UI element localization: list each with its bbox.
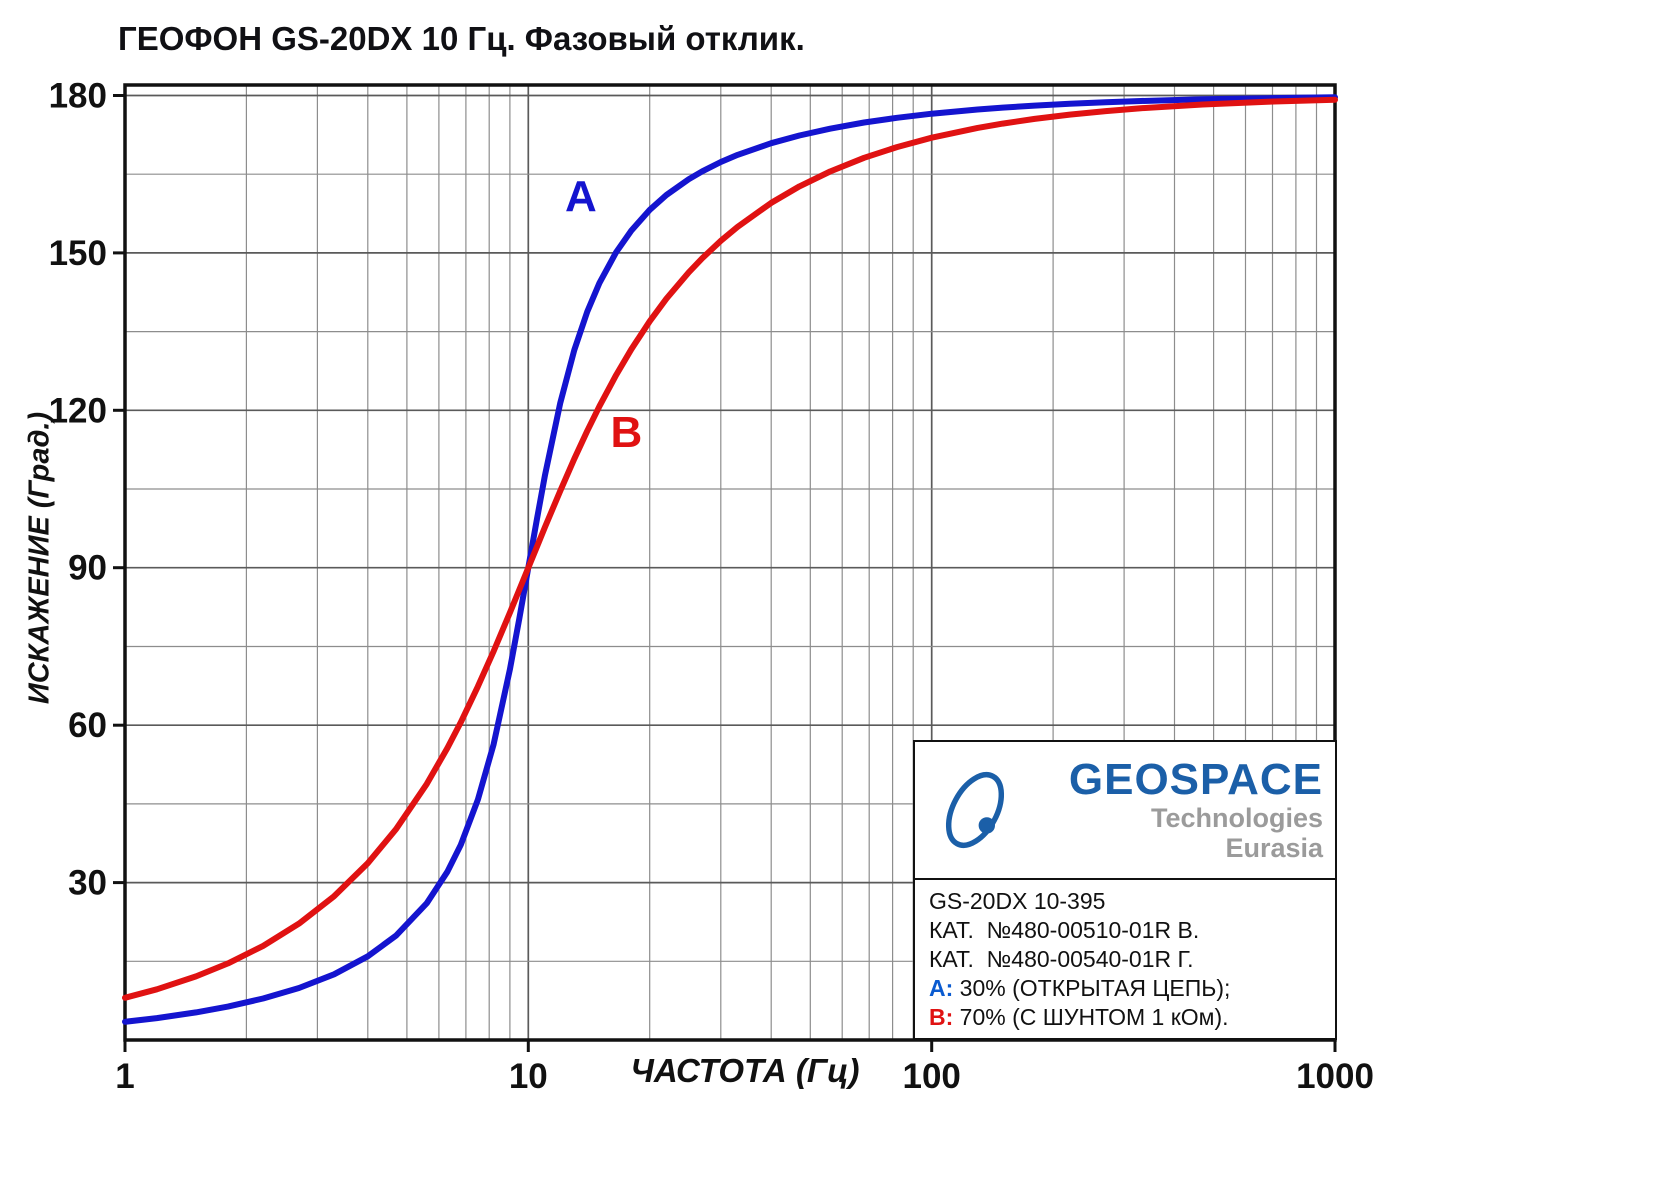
- x-tick-label: 1: [115, 1057, 134, 1096]
- y-tick-label: 30: [68, 864, 107, 903]
- y-tick-label: 60: [68, 706, 107, 745]
- legend-line-series-b: B: 70% (С ШУНТОМ 1 кОм).: [929, 1004, 1229, 1030]
- y-axis-label: ИСКАЖЕНИЕ (Град.): [23, 411, 56, 705]
- y-tick-label: 120: [49, 391, 107, 430]
- y-tick-label: 150: [49, 234, 107, 273]
- legend-box: GEOSPACE Technologies Eurasia GS-20DX 10…: [913, 740, 1337, 1040]
- page-title: ГЕОФОН GS-20DX 10 Гц. Фазовый отклик.: [118, 20, 805, 57]
- y-tick-label: 180: [49, 77, 107, 116]
- geospace-orbit-icon: [925, 755, 1025, 865]
- legend-line-series-a: A: 30% (ОТКРЫТАЯ ЦЕПЬ);: [929, 975, 1231, 1001]
- x-tick-label: 10: [509, 1057, 548, 1096]
- legend-line-model: GS-20DX 10-395: [929, 888, 1106, 914]
- legend-text-block: GS-20DX 10-395 КАТ. №480-00510-01R В. КА…: [915, 880, 1335, 1032]
- logo-eurasia-text: Eurasia: [1225, 833, 1323, 863]
- x-tick-label: 1000: [1296, 1057, 1374, 1096]
- curve-A: [122, 94, 1338, 1025]
- curve-label-A: A: [565, 172, 597, 221]
- x-axis-label: ЧАСТОТА (Гц): [630, 1052, 860, 1089]
- plot-frame: [123, 83, 1337, 1042]
- y-tick-label: 90: [68, 549, 107, 588]
- logo-technologies-text: Technologies: [1150, 803, 1323, 833]
- legend-line-cat-2: КАТ. №480-00540-01R Г.: [929, 946, 1194, 972]
- curve-label-B: B: [611, 408, 643, 457]
- geospace-logo: GEOSPACE Technologies Eurasia: [915, 742, 1335, 880]
- legend-line-cat-1: КАТ. №480-00510-01R В.: [929, 917, 1200, 943]
- logo-geospace-text: GEOSPACE: [1068, 755, 1323, 804]
- x-tick-label: 100: [902, 1057, 960, 1096]
- curve-B: [122, 96, 1338, 1001]
